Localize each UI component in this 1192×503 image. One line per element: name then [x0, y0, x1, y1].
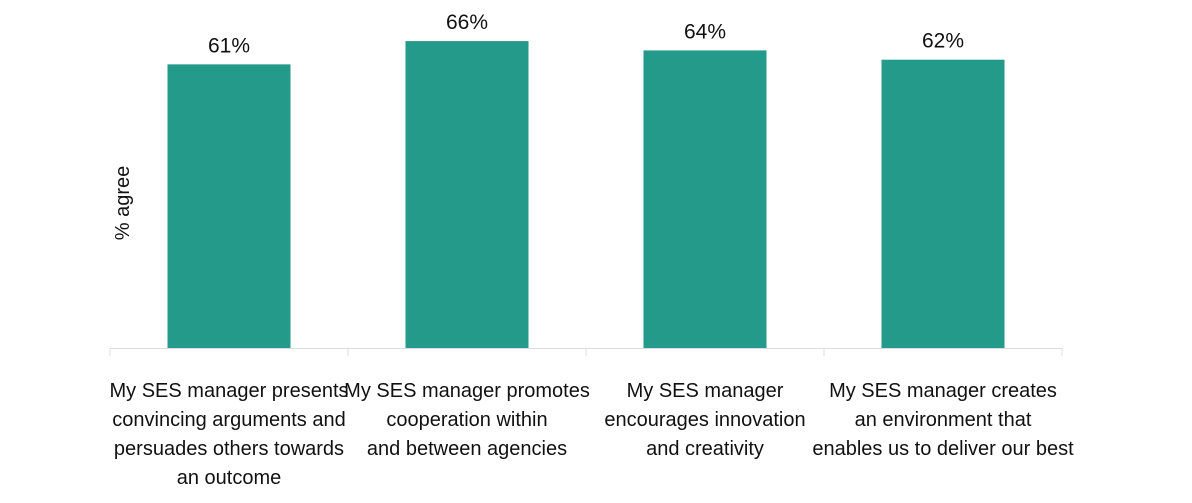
category-label-line: My SES manager presents: [110, 380, 349, 402]
y-axis-label: % agree: [112, 166, 134, 241]
category-label-line: cooperation within: [386, 409, 547, 431]
category-labels-group: My SES manager presents convincing argume…: [110, 380, 1075, 489]
value-label-3: 64%: [684, 20, 726, 43]
value-label-1: 61%: [208, 34, 250, 57]
value-label-2: 66%: [446, 11, 488, 34]
bar-2: [405, 41, 529, 348]
category-label-line: encourages innovation: [604, 409, 805, 431]
category-label-line: and creativity: [646, 438, 764, 460]
bars-group: [167, 41, 1005, 349]
category-label-line: an outcome: [177, 467, 282, 489]
category-label-line: My SES manager promotes: [344, 380, 590, 402]
category-label-line: convincing arguments and: [112, 409, 345, 431]
bar-3: [643, 50, 767, 349]
bar-1: [167, 64, 291, 348]
category-label-line: an environment that: [855, 409, 1032, 431]
category-label-line: and between agencies: [367, 438, 567, 460]
category-label-1: My SES manager presents convincing argume…: [110, 380, 349, 489]
category-label-line: persuades others towards: [114, 438, 344, 460]
value-label-4: 62%: [922, 30, 964, 53]
category-label-4: My SES manager creates an environment tha…: [812, 380, 1074, 460]
bar-4: [881, 59, 1005, 348]
category-label-line: My SES manager creates: [829, 380, 1057, 402]
x-axis: [109, 348, 1063, 356]
category-label-line: My SES manager: [627, 380, 784, 402]
value-labels-group: 61% 66% 64% 62%: [208, 11, 964, 57]
category-label-line: enables us to deliver our best: [812, 438, 1074, 460]
category-label-3: My SES manager encourages innovation and c…: [604, 380, 805, 460]
category-label-2: My SES manager promotes cooperation withi…: [344, 380, 590, 460]
